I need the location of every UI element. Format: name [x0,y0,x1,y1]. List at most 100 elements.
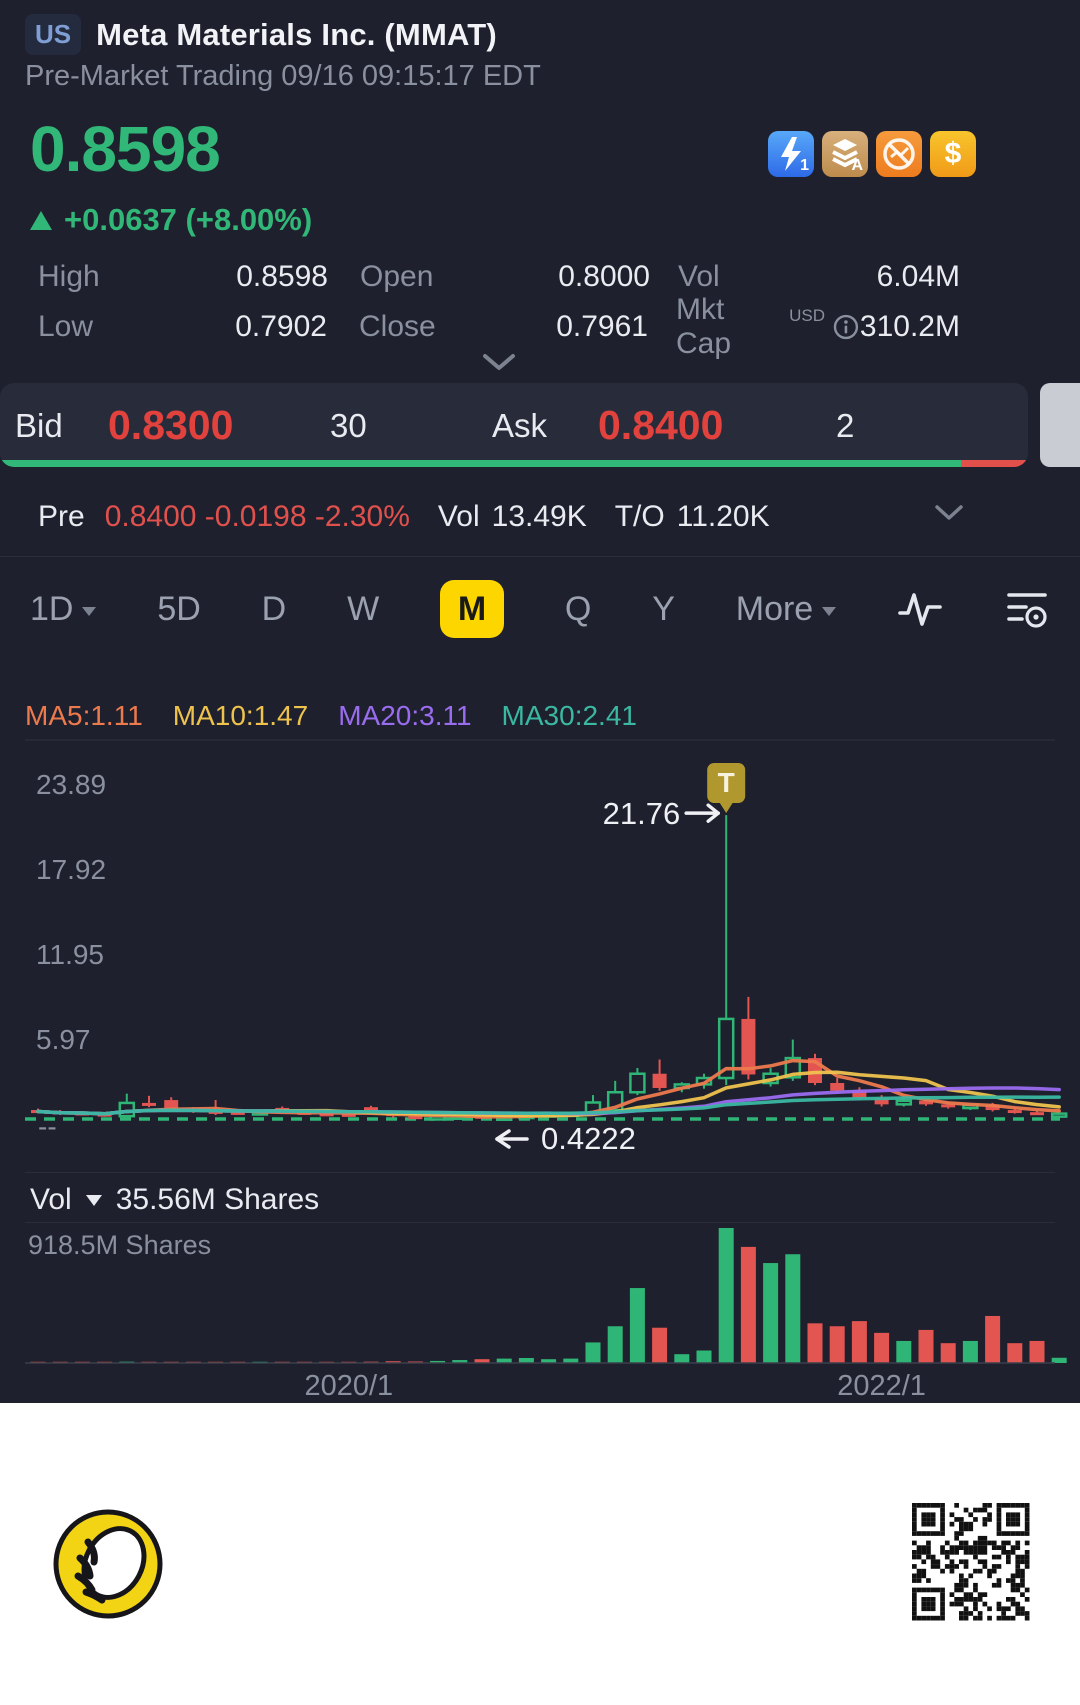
high-value: 0.8598 [236,260,328,293]
volume-bar [1029,1340,1045,1363]
ask-size: 2 [836,407,855,444]
volume-bar [896,1340,912,1363]
bid-size: 30 [330,407,367,444]
candle [852,1090,867,1098]
volume-bar [851,1321,867,1363]
volume-bar [918,1329,934,1363]
depth-panel-peek-handle[interactable] [1040,383,1080,467]
candle [895,1099,913,1106]
volume-bar [541,1359,557,1363]
candle [1030,1112,1044,1116]
bid-ratio-segment [0,460,962,467]
short-sell-disabled-icon[interactable] [876,131,922,177]
stats-row-1: High 0.8598 Open 0.8000 Vol 6.04M [38,252,960,302]
bid-ask-panel[interactable]: Bid 0.8300 30 Ask 0.8400 2 [0,383,1028,467]
page-title: Meta Materials Inc. (MMAT) [96,16,497,52]
candle [1007,1110,1022,1114]
mktcap-currency: USD [789,306,826,325]
premarket-row[interactable]: Pre 0.8400 -0.0198 -2.30% Vol 13.49K T/O… [0,487,1080,547]
tab-d[interactable]: D [261,589,287,628]
pre-vol-label: Vol [437,500,480,533]
ask-ratio-segment [961,460,1028,467]
volume-bar [829,1326,845,1363]
flash-order-1-icon[interactable]: 1 [768,131,814,177]
vol-label: Vol [678,260,720,293]
volume-bar [430,1360,446,1363]
tab-5d[interactable]: 5D [157,589,201,628]
volume-bar [585,1342,601,1363]
tab-m[interactable]: M [440,580,505,638]
volume-bar [652,1327,668,1363]
candle [629,1072,646,1094]
low-value: 0.7902 [235,310,327,343]
header: US Meta Materials Inc. (MMAT) [25,14,497,55]
marker-badge [707,763,746,803]
last-price: 0.8598 [30,113,221,185]
volume-label: Vol [30,1183,72,1216]
mktcap-label: Mkt Cap USD [676,293,860,361]
volume-bar [763,1263,779,1363]
bid-price[interactable]: 0.8300 [108,402,234,448]
vol-value: 6.04M [876,260,960,293]
volume-chart[interactable]: 2020/1 2022/1 [0,1225,1080,1405]
chevron-down-icon [822,606,837,616]
volume-bar [785,1254,801,1363]
volume-bar [696,1350,712,1363]
mktcap-value: 310.2M [859,310,960,343]
candlestick-chart[interactable]: 23.89 17.92 11.95 5.97 -- 21.76 T 0.4222 [0,735,1080,1165]
tab-y[interactable]: Y [652,589,675,628]
close-label: Close [358,310,436,343]
candle [341,1113,356,1117]
y-axis-baseline: -- [38,1111,57,1142]
volume-bar [385,1361,401,1363]
pre-turnover-label: T/O [614,500,665,533]
volume-scale-max: 918.5M Shares [28,1230,212,1260]
indicator-settings-icon[interactable] [1004,588,1050,630]
line-chart-toggle-icon[interactable] [897,588,943,630]
period-tabs: 1D 5D D W M Q Y More [0,568,1080,650]
x-axis-label: 2020/1 [304,1370,393,1402]
pre-summary: 0.8400 -0.0198 -2.30% [104,500,410,533]
volume-bar [629,1288,645,1363]
volume-bar [607,1326,623,1363]
volume-bar [674,1354,690,1363]
ma20-value: MA20:3.11 [338,700,472,731]
candle [652,1073,667,1088]
volume-bar [740,1246,756,1363]
y-axis-tick: 23.89 [36,769,106,800]
level2-quotes-a-icon[interactable]: A [822,131,868,177]
info-icon[interactable] [832,313,860,341]
bid-label: Bid [15,407,63,444]
y-axis-tick: 17.92 [36,854,106,885]
ask-price[interactable]: 0.8400 [598,402,724,448]
bid-ask-ratio-bar [0,460,1028,467]
quote-stats: High 0.8598 Open 0.8000 Vol 6.04M Low 0.… [38,252,960,360]
premarket-chevron-icon[interactable] [932,503,966,523]
tab-w[interactable]: W [347,589,380,628]
ma10-value: MA10:1.47 [172,700,309,731]
volume-bar [474,1359,490,1363]
volume-header[interactable]: Vol 35.56M Shares [30,1183,319,1217]
collapse-chevron-icon[interactable] [479,351,519,373]
change-text: +0.0637 (+8.00%) [64,202,313,237]
candle [830,1082,845,1091]
volume-bar [874,1332,890,1363]
volume-bar [985,1315,1001,1363]
tab-more[interactable]: More [736,590,837,629]
stats-row-2: Low 0.7902 Close 0.7961 Mkt Cap USD 310.2… [38,293,960,360]
volume-bar [518,1358,534,1363]
low-annotation: 0.4222 [541,1121,636,1156]
high-label: High [38,260,100,293]
tab-q[interactable]: Q [564,589,592,628]
promo-footer: TIGER BROKERS Scan the QR code to partic… [0,1403,1080,1705]
volume-bar [452,1360,468,1363]
pre-label: Pre [38,500,85,533]
x-axis-label: 2022/1 [837,1370,926,1402]
dollar-promo-icon[interactable]: $ [930,131,976,177]
open-label: Open [360,260,434,293]
y-axis-tick: 11.95 [36,939,104,970]
candle [319,1113,334,1117]
candle [142,1102,156,1106]
tab-1d[interactable]: 1D [30,590,97,629]
